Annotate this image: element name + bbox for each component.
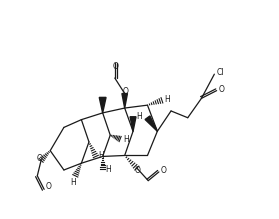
Polygon shape bbox=[130, 117, 136, 131]
Polygon shape bbox=[122, 94, 128, 108]
Text: O: O bbox=[122, 87, 128, 96]
Text: H: H bbox=[164, 95, 170, 104]
Text: O: O bbox=[135, 166, 141, 175]
Text: O: O bbox=[161, 166, 167, 175]
Text: O: O bbox=[36, 154, 42, 163]
Text: Cl: Cl bbox=[217, 68, 224, 77]
Text: H: H bbox=[136, 112, 142, 121]
Text: H: H bbox=[70, 178, 76, 187]
Text: O: O bbox=[112, 62, 118, 71]
Text: H: H bbox=[123, 134, 129, 143]
Polygon shape bbox=[99, 97, 106, 113]
Text: O: O bbox=[219, 85, 225, 94]
Text: O: O bbox=[45, 182, 51, 191]
Polygon shape bbox=[145, 116, 157, 131]
Text: H: H bbox=[98, 151, 104, 160]
Text: H: H bbox=[106, 164, 111, 173]
